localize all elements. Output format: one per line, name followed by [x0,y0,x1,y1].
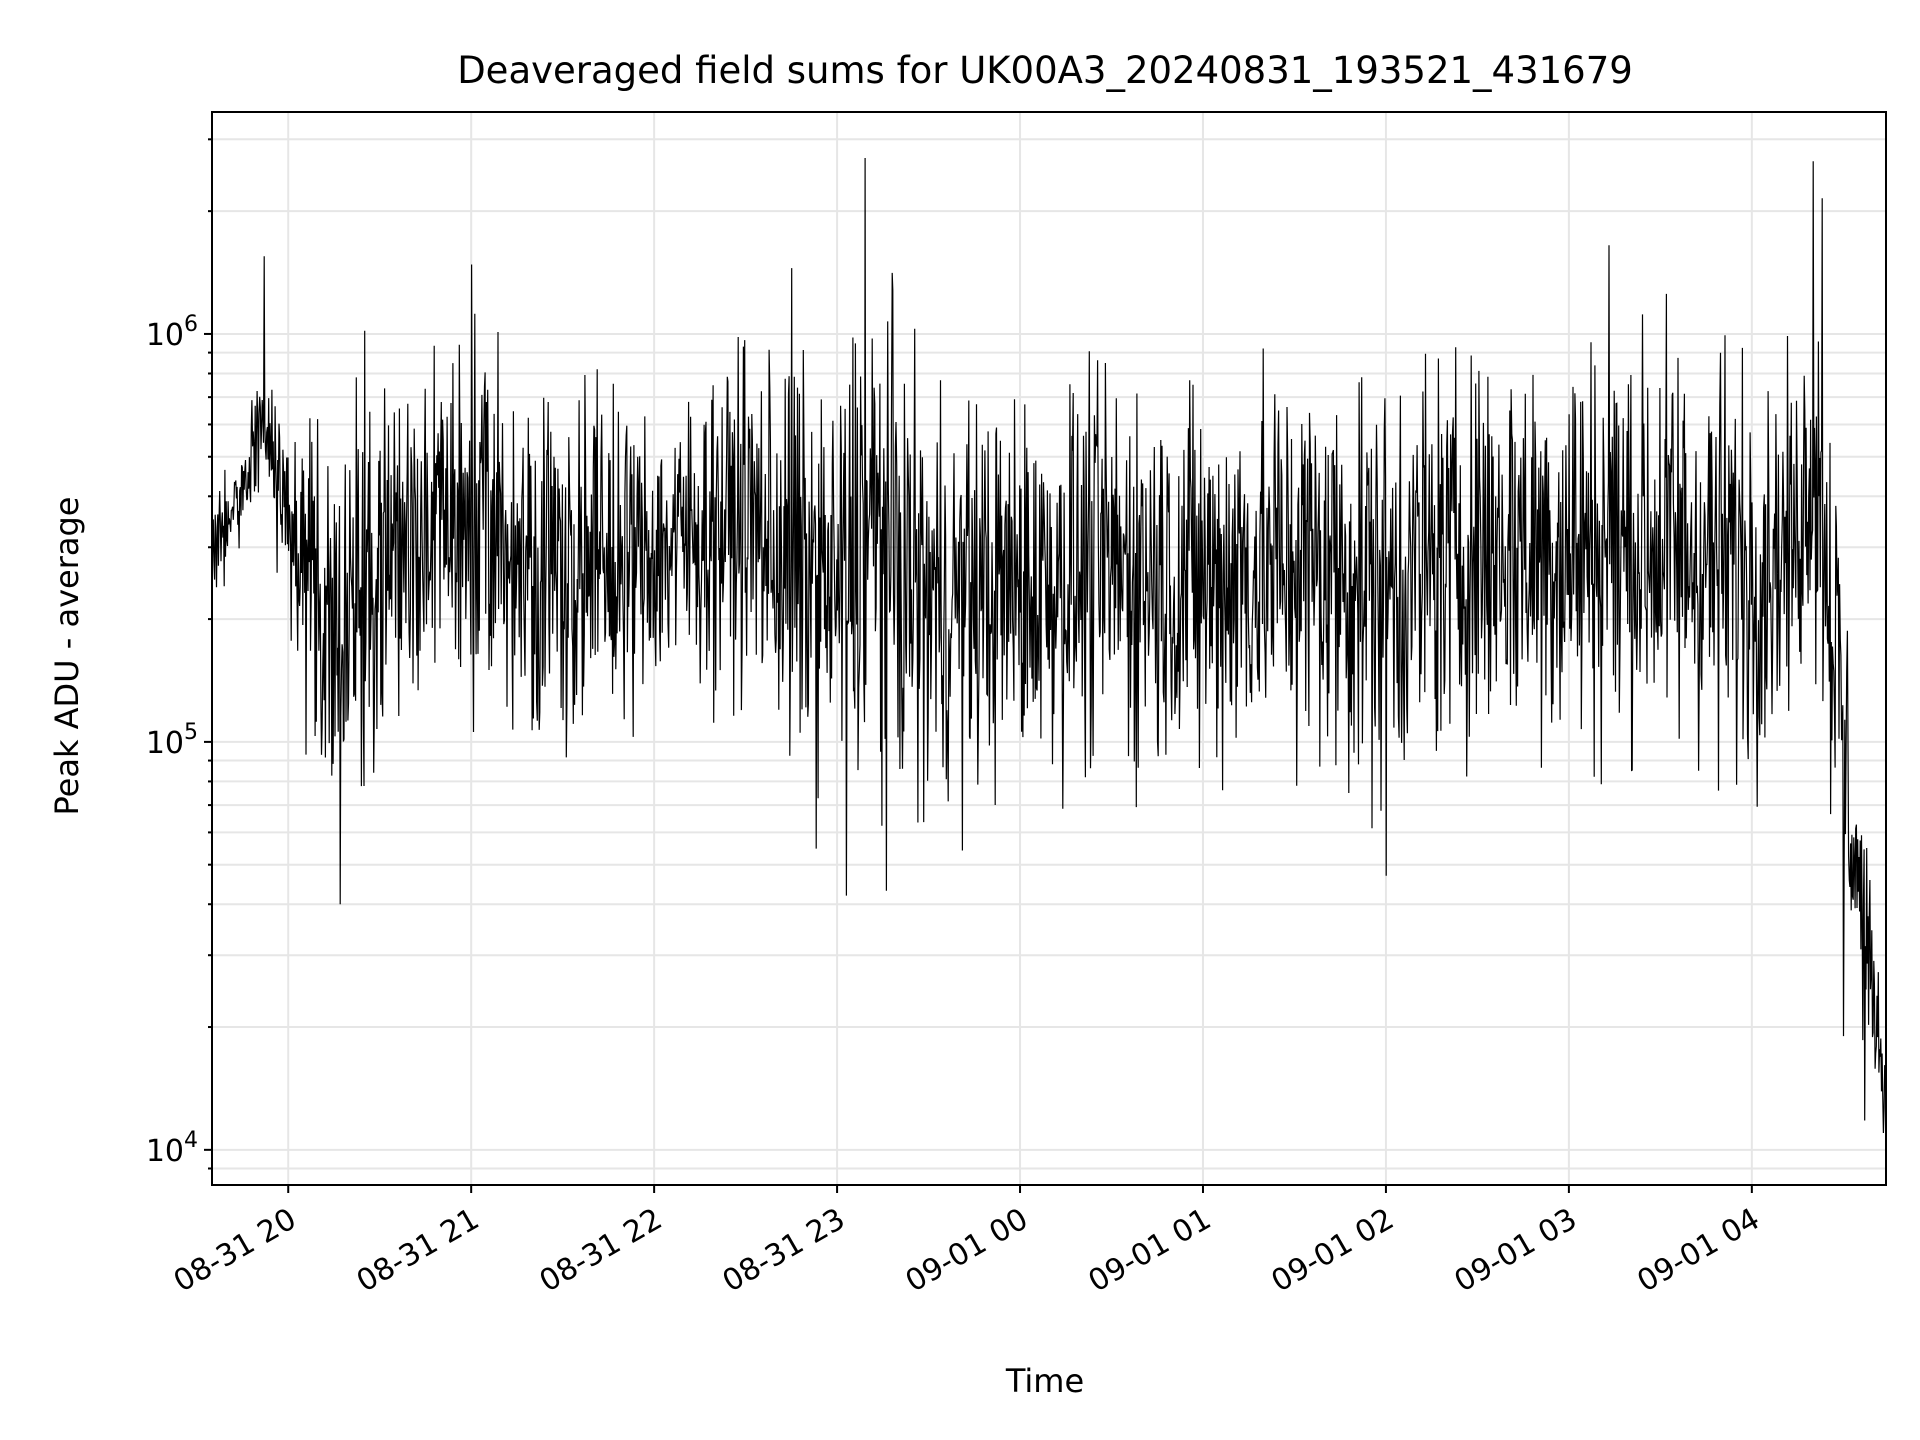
grid [212,112,1886,1185]
chart-title: Deaveraged field sums for UK00A3_2024083… [457,49,1633,92]
y-axis-label: Peak ADU - average [48,497,86,816]
series-group [211,157,1887,1134]
y-tick-label: 104 [146,1128,198,1169]
ticks [204,138,1753,1193]
plot-frame [211,111,1887,1186]
y-tick-label: 105 [146,720,198,761]
x-axis-label: Time [1005,1362,1084,1400]
y-tick-label: 106 [146,312,198,353]
series-line [211,157,1887,1134]
